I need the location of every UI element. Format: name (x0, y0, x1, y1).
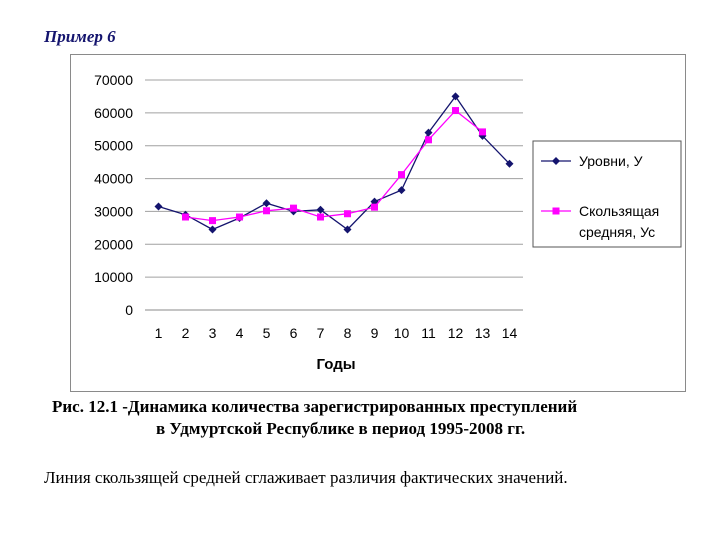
x-tick-label: 3 (209, 325, 217, 341)
figure-caption: Рис. 12.1 -Динамика количества зарегистр… (0, 396, 720, 440)
data-point (263, 207, 270, 215)
data-point (316, 205, 325, 214)
x-tick-label: 11 (421, 325, 436, 341)
series-layer (154, 92, 514, 234)
y-tick-label: 0 (125, 302, 133, 318)
legend: Уровни, У Скользящая средняя, Ус (532, 140, 682, 248)
x-tick-label: 9 (371, 325, 379, 341)
x-tick-label: 4 (236, 325, 244, 341)
data-point (451, 92, 460, 101)
series-2 (182, 107, 486, 225)
data-point (236, 213, 243, 221)
data-point (452, 107, 459, 115)
caption-line-2: в Удмуртской Республике в период 1995-20… (156, 419, 526, 438)
data-point (505, 159, 514, 168)
series-line (185, 109, 483, 222)
y-tick-label: 50000 (94, 138, 133, 154)
data-point (398, 171, 405, 179)
legend-marker (552, 157, 560, 165)
caption-line-1: Рис. 12.1 -Динамика количества зарегистр… (52, 397, 578, 416)
y-tick-labels: 0 10000 20000 30000 40000 50000 60000 70000 (94, 72, 133, 318)
data-point (343, 225, 352, 234)
data-point (290, 204, 297, 212)
data-point (425, 136, 432, 144)
y-tick-label: 10000 (94, 269, 133, 285)
data-point (182, 213, 189, 221)
y-tick-label: 60000 (94, 105, 133, 121)
data-point (424, 128, 433, 137)
x-tick-label: 8 (344, 325, 352, 341)
x-tick-label: 12 (448, 325, 464, 341)
y-tick-label: 30000 (94, 203, 133, 219)
x-tick-labels: 1 2 3 4 5 6 7 8 9 10 11 12 13 14 (155, 325, 518, 341)
x-tick-label: 10 (394, 325, 410, 341)
data-point (479, 128, 486, 136)
x-axis-label: Годы (316, 356, 355, 373)
data-point (208, 225, 217, 234)
x-tick-label: 14 (502, 325, 518, 341)
series-line (158, 95, 510, 231)
grid-lines (145, 79, 523, 311)
data-point (262, 199, 271, 208)
note-text: Линия скользящей средней сглаживает разл… (44, 468, 568, 487)
legend-label: средняя, Ус (579, 224, 655, 240)
y-tick-label: 70000 (94, 72, 133, 88)
legend-label: Уровни, У (579, 153, 643, 169)
x-tick-label: 7 (317, 325, 325, 341)
x-tick-label: 6 (290, 325, 298, 341)
y-tick-label: 40000 (94, 171, 133, 187)
data-point (344, 210, 351, 218)
data-point (397, 186, 406, 195)
legend-marker (552, 207, 560, 215)
data-point (209, 217, 216, 225)
x-tick-label: 5 (263, 325, 271, 341)
x-tick-label: 13 (475, 325, 491, 341)
example-title: Пример 6 (44, 27, 116, 46)
legend-box (532, 140, 682, 248)
y-tick-label: 20000 (94, 236, 133, 252)
data-point (371, 203, 378, 211)
data-point (370, 197, 379, 206)
data-point (154, 202, 163, 211)
legend-label: Скользящая (579, 203, 659, 219)
data-point (317, 213, 324, 221)
x-tick-label: 2 (182, 325, 190, 341)
x-tick-label: 1 (155, 325, 163, 341)
